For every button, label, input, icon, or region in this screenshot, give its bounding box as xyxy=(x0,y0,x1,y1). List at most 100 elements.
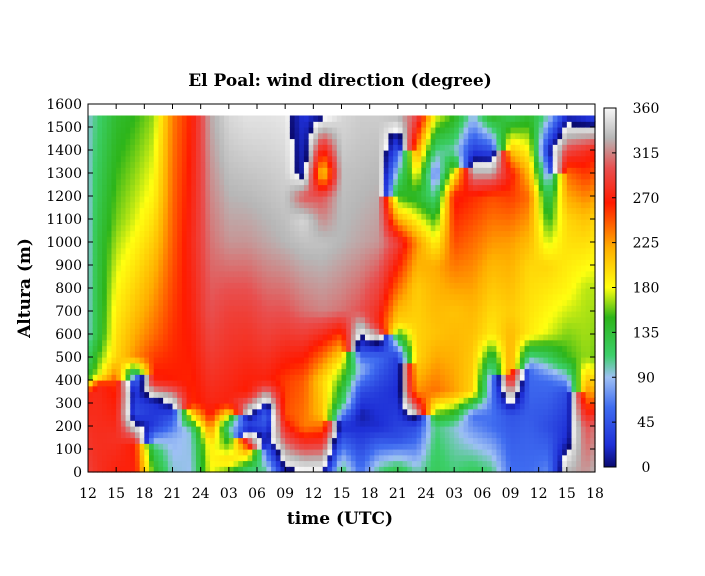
heatmap-cell xyxy=(191,242,197,249)
heatmap-cell xyxy=(440,150,446,157)
heatmap-cell xyxy=(125,334,131,341)
heatmap-cell xyxy=(440,144,446,151)
heatmap-cell xyxy=(285,454,291,462)
heatmap-cell xyxy=(102,288,108,295)
heatmap-cell xyxy=(430,247,436,255)
heatmap-cell xyxy=(97,242,103,249)
heatmap-cell xyxy=(261,380,267,387)
heatmap-cell xyxy=(257,138,263,145)
heatmap-cell xyxy=(355,414,361,421)
heatmap-cell xyxy=(299,466,305,473)
heatmap-cell xyxy=(407,247,413,255)
heatmap-cell xyxy=(332,362,338,370)
heatmap-cell xyxy=(125,408,131,416)
heatmap-cell xyxy=(210,293,216,301)
heatmap-cell xyxy=(393,460,399,467)
heatmap-cell xyxy=(163,385,169,393)
heatmap-cell xyxy=(200,305,206,312)
heatmap-cell xyxy=(134,339,141,347)
heatmap-cell xyxy=(440,316,446,324)
heatmap-cell xyxy=(379,230,385,237)
heatmap-cell xyxy=(435,253,441,260)
heatmap-cell xyxy=(172,449,178,456)
heatmap-cell xyxy=(341,374,347,381)
heatmap-cell xyxy=(369,270,375,278)
heatmap-cell xyxy=(163,178,169,186)
heatmap-cell xyxy=(346,460,352,467)
heatmap-cell xyxy=(313,362,319,370)
heatmap-cell xyxy=(97,138,103,145)
heatmap-cell xyxy=(106,454,113,462)
heatmap-cell xyxy=(224,230,230,237)
heatmap-cell xyxy=(364,207,371,214)
heatmap-cell xyxy=(383,322,390,329)
heatmap-cell xyxy=(435,431,441,439)
heatmap-cell xyxy=(454,184,460,191)
heatmap-cell xyxy=(308,368,314,375)
heatmap-cell xyxy=(261,403,267,410)
heatmap-cell xyxy=(97,115,103,122)
heatmap-cell xyxy=(125,230,131,237)
heatmap-cell xyxy=(397,155,404,163)
heatmap-cell xyxy=(397,242,404,249)
heatmap-cell xyxy=(280,288,286,295)
heatmap-cell xyxy=(364,150,371,157)
heatmap-cell xyxy=(458,328,465,335)
heatmap-cell xyxy=(322,374,329,381)
heatmap-cell xyxy=(364,351,371,358)
heatmap-cell xyxy=(435,173,441,180)
heatmap-cell xyxy=(449,242,455,249)
heatmap-cell xyxy=(346,362,352,370)
heatmap-cell xyxy=(191,385,197,393)
heatmap-cell xyxy=(200,414,206,421)
heatmap-cell xyxy=(247,259,253,266)
heatmap-cell xyxy=(393,190,399,197)
heatmap-cell xyxy=(181,414,188,421)
heatmap-cell xyxy=(233,380,239,387)
heatmap-cell xyxy=(322,380,329,387)
heatmap-cell xyxy=(106,196,113,203)
heatmap-cell xyxy=(393,138,399,145)
heatmap-cell xyxy=(360,219,366,226)
heatmap-cell xyxy=(336,247,343,255)
heatmap-cell xyxy=(158,276,164,283)
heatmap-cell xyxy=(102,144,108,151)
heatmap-cell xyxy=(214,230,221,237)
heatmap-cell xyxy=(355,443,361,450)
heatmap-cell xyxy=(416,362,422,370)
heatmap-cell xyxy=(299,150,305,157)
heatmap-cell xyxy=(458,167,465,174)
heatmap-cell xyxy=(454,259,460,266)
heatmap-cell xyxy=(228,397,235,404)
heatmap-cell xyxy=(111,362,117,370)
heatmap-cell xyxy=(426,426,432,433)
heatmap-cell xyxy=(97,259,103,266)
heatmap-cell xyxy=(116,150,122,157)
heatmap-cell xyxy=(242,362,249,370)
heatmap-cell xyxy=(407,408,413,416)
heatmap-cell xyxy=(341,138,347,145)
heatmap-cell xyxy=(224,385,230,393)
heatmap-cell xyxy=(322,368,329,375)
heatmap-cell xyxy=(228,345,235,352)
heatmap-cell xyxy=(181,443,188,450)
heatmap-cell xyxy=(411,311,418,318)
heatmap-cell xyxy=(454,132,460,140)
heatmap-cell xyxy=(430,311,436,318)
heatmap-cell xyxy=(364,408,371,416)
heatmap-cell xyxy=(167,155,174,163)
heatmap-cell xyxy=(402,426,408,433)
heatmap-cell xyxy=(195,190,202,197)
heatmap-cell xyxy=(294,339,300,347)
heatmap-cell xyxy=(191,403,197,410)
heatmap-cell xyxy=(195,161,202,168)
heatmap-cell xyxy=(238,121,244,128)
heatmap-cell xyxy=(233,184,239,191)
heatmap-cell xyxy=(416,443,422,450)
heatmap-cell xyxy=(299,368,305,375)
heatmap-cell xyxy=(416,115,422,122)
heatmap-cell xyxy=(360,408,366,416)
heatmap-cell xyxy=(125,150,131,157)
heatmap-cell xyxy=(181,276,188,283)
heatmap-cell xyxy=(214,121,221,128)
